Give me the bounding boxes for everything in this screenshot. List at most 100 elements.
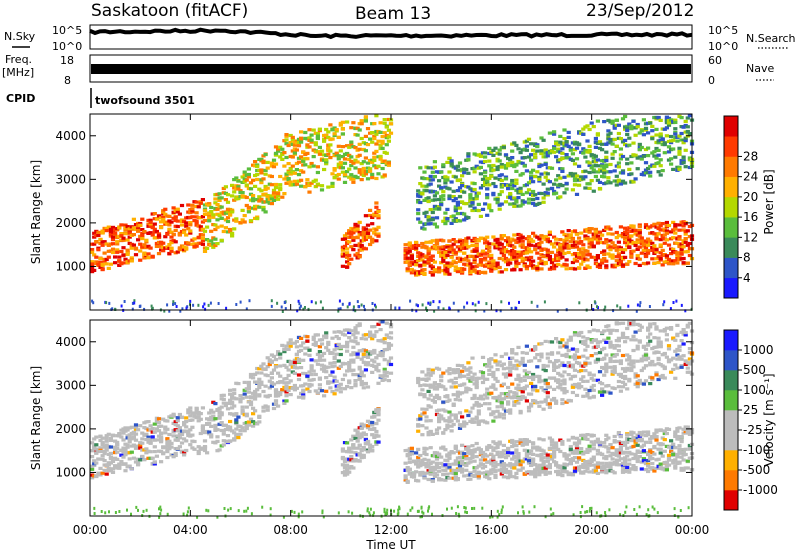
range-cell: [627, 236, 632, 240]
range-cell: [271, 368, 277, 372]
range-cell: [508, 240, 513, 244]
range-cell: [447, 156, 452, 161]
range-cell: [342, 173, 348, 177]
range-cell: [441, 190, 446, 194]
noise-cell: [427, 301, 430, 305]
range-cell: [671, 167, 676, 171]
range-cell: [251, 178, 256, 182]
range-cell: [566, 244, 571, 248]
range-cell: [614, 248, 619, 252]
range-cell: [416, 479, 421, 483]
range-cell: [215, 439, 220, 443]
noise-cell: [374, 303, 376, 307]
range-cell: [113, 231, 118, 235]
range-cell: [476, 239, 481, 243]
range-cell: [374, 442, 379, 446]
range-cell: [466, 154, 471, 158]
range-cell: [317, 358, 322, 362]
range-cell: [434, 238, 440, 242]
range-cell: [92, 253, 97, 257]
range-cell: [447, 476, 452, 480]
range-cell: [213, 197, 218, 201]
range-cell: [148, 220, 153, 224]
range-cell: [144, 447, 149, 451]
noise-cell: [425, 306, 428, 310]
range-cell: [627, 122, 632, 126]
range-cell: [345, 247, 350, 251]
colorbar-tick-label: 28: [743, 149, 758, 163]
range-cell: [359, 435, 364, 439]
range-cell: [342, 333, 348, 337]
range-cell: [616, 165, 621, 169]
range-cell: [150, 254, 155, 258]
range-cell: [188, 211, 193, 215]
range-cell: [529, 176, 534, 180]
range-cell: [587, 170, 592, 175]
range-cell: [489, 462, 494, 466]
range-cell: [618, 137, 623, 141]
range-cell: [363, 134, 368, 138]
range-cell: [357, 459, 362, 463]
range-cell: [493, 146, 498, 150]
range-cell: [315, 352, 320, 356]
range-cell: [184, 233, 189, 237]
range-cell: [179, 432, 185, 437]
range-cell: [616, 161, 621, 165]
noise-cell: [281, 310, 284, 313]
range-cell: [278, 174, 283, 179]
range-cell: [202, 445, 208, 449]
range-cell: [198, 431, 203, 436]
range-cell: [562, 251, 567, 255]
range-cell: [529, 472, 534, 476]
range-cell: [230, 429, 235, 433]
range-cell: [633, 133, 638, 137]
range-cell: [340, 155, 345, 159]
range-cell: [681, 141, 686, 145]
range-cell: [372, 164, 377, 168]
range-cell: [129, 242, 134, 246]
range-cell: [319, 149, 325, 153]
range-cell: [115, 240, 120, 244]
range-cell: [248, 395, 254, 399]
range-cell: [307, 128, 312, 132]
range-cell: [110, 238, 116, 242]
range-cell: [359, 178, 364, 182]
range-cell: [422, 227, 427, 231]
range-cell: [200, 238, 205, 243]
range-cell: [522, 164, 527, 168]
range-cell: [152, 230, 157, 234]
range-cell: [98, 446, 103, 450]
range-cell: [355, 224, 360, 228]
range-cell: [533, 473, 538, 477]
range-cell: [317, 127, 322, 131]
range-cell: [526, 258, 532, 262]
beam-title: Beam 13: [355, 4, 431, 24]
range-cell: [535, 143, 540, 147]
range-cell: [595, 119, 600, 123]
range-cell: [405, 251, 410, 255]
range-cell: [117, 263, 122, 267]
range-cell: [426, 166, 431, 170]
range-cell: [179, 415, 185, 419]
range-cell: [514, 169, 519, 173]
range-cell: [234, 195, 239, 199]
range-cell: [240, 405, 245, 409]
range-cell: [355, 439, 360, 443]
noise-cell: [483, 309, 486, 313]
range-cell: [148, 450, 153, 454]
range-cell: [288, 363, 293, 367]
range-cell: [156, 232, 162, 236]
range-cell: [259, 189, 264, 193]
range-cell: [602, 182, 607, 186]
range-cell: [138, 249, 143, 253]
range-cell: [597, 230, 603, 234]
range-cell: [106, 444, 111, 449]
range-cell: [552, 245, 557, 249]
range-cell: [545, 251, 550, 255]
range-cell: [579, 464, 584, 468]
range-cell: [228, 419, 233, 424]
range-cell: [261, 208, 266, 212]
range-cell: [223, 226, 228, 230]
range-cell: [499, 270, 504, 274]
